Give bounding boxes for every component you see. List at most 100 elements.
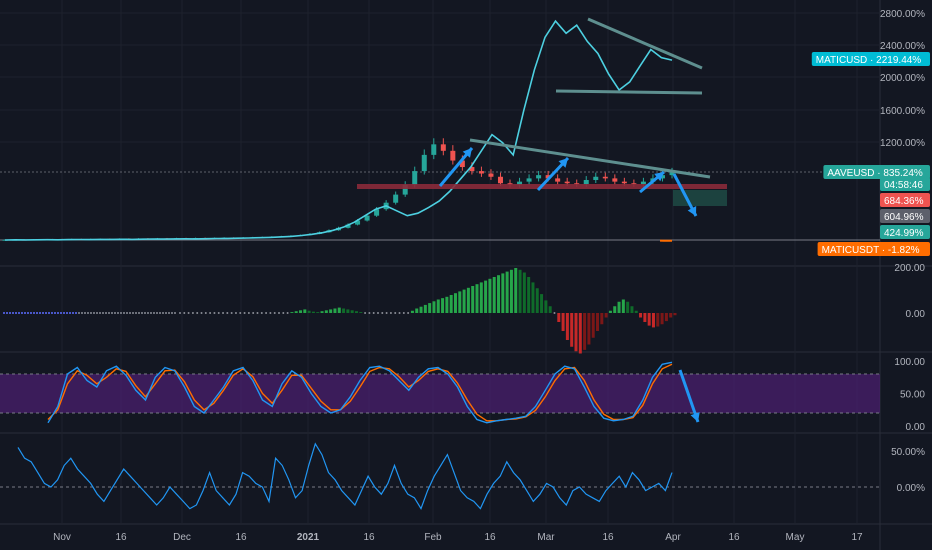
hist-bar — [561, 313, 565, 331]
candle-body — [659, 175, 665, 179]
legend-badge — [823, 165, 930, 179]
hist-dot — [138, 312, 140, 314]
hist-dot — [99, 312, 101, 314]
hist-bar — [354, 311, 358, 313]
candle-body — [497, 176, 503, 184]
candle-body — [545, 175, 551, 179]
legend-badge — [880, 209, 930, 223]
candle-body — [631, 183, 637, 185]
hist-dot — [156, 312, 158, 314]
hist-dot — [168, 312, 170, 314]
arrow-down-1-head — [687, 206, 697, 216]
hist-bar — [660, 313, 664, 325]
hist-dot — [117, 312, 119, 314]
candle-body — [374, 209, 380, 216]
candle-body — [669, 172, 675, 176]
hist-dot — [42, 312, 44, 314]
hist-dot — [394, 312, 397, 314]
hist-dot — [200, 312, 203, 314]
stoch-band — [0, 374, 880, 413]
x-tick-label: May — [786, 532, 805, 543]
hist-dot — [196, 312, 199, 314]
legend-badge-text: 424.99% — [884, 228, 924, 239]
hist-dot — [226, 312, 229, 314]
hist-bar — [320, 311, 324, 313]
hist-dot — [45, 312, 47, 314]
hist-dot — [87, 312, 89, 314]
hist-bar — [501, 273, 505, 313]
y-tick-label: 1200.00% — [880, 138, 925, 149]
y-tick-label: 2000.00% — [880, 73, 925, 84]
hist-dot — [57, 312, 59, 314]
hist-dot — [381, 312, 384, 314]
candle-body — [612, 178, 618, 182]
stoch-k-line — [47, 361, 673, 424]
hist-bar — [639, 313, 643, 318]
hist-dot — [368, 312, 371, 314]
hist-dot — [21, 312, 23, 314]
hist-dot — [286, 312, 289, 314]
y-tick-label: 50.00 — [900, 390, 925, 401]
y-tick-label: 0.00 — [906, 309, 926, 320]
arrow-up-1-head — [462, 148, 472, 158]
hist-bar — [445, 296, 449, 313]
hist-dot — [402, 312, 405, 314]
hist-bar — [518, 269, 522, 313]
hist-dot — [96, 312, 98, 314]
hist-dot — [66, 312, 68, 314]
hist-dot — [126, 312, 128, 314]
hist-dot — [90, 312, 92, 314]
candle-body — [459, 160, 465, 168]
support-trendline — [555, 89, 703, 95]
hist-bar — [608, 310, 612, 313]
hist-bar — [329, 309, 333, 313]
hist-bar — [630, 306, 634, 313]
hist-dot — [12, 312, 14, 314]
hist-dot — [39, 312, 41, 314]
hist-bar — [419, 306, 423, 313]
hist-bar — [570, 313, 574, 347]
legend-badge — [811, 52, 930, 66]
y-tick-label: 1600.00% — [880, 106, 925, 117]
hist-bar — [596, 313, 600, 331]
candle-body — [478, 171, 484, 174]
hist-bar — [664, 313, 668, 322]
hist-bar — [604, 313, 608, 318]
candle-body — [526, 178, 532, 182]
y-tick-label: 100.00 — [894, 357, 925, 368]
hist-bar — [432, 301, 436, 313]
hist-dot — [102, 312, 104, 314]
x-tick-label: 16 — [484, 532, 496, 543]
arrow-down-2-head — [690, 412, 700, 422]
y-tick-label: 2400.00% — [880, 41, 925, 52]
hist-bar — [346, 309, 350, 313]
hist-dot — [389, 312, 392, 314]
hist-bar — [613, 306, 617, 313]
hist-dot — [27, 312, 29, 314]
hist-bar — [497, 275, 501, 313]
hist-bar — [449, 295, 453, 313]
hist-bar — [475, 284, 479, 313]
arrow-up-2-head — [558, 158, 568, 168]
candle-body — [431, 144, 437, 155]
y-tick-label: 0.00 — [906, 422, 926, 433]
hist-bar — [479, 282, 483, 313]
hist-dot — [84, 312, 86, 314]
candle-body — [593, 176, 599, 181]
legend-badge-text: AAVEUSD · 835.24% — [827, 168, 923, 179]
hist-dot — [69, 312, 71, 314]
candle-body — [555, 178, 561, 182]
hist-dot — [105, 312, 107, 314]
hist-dot — [123, 312, 125, 314]
hist-bar — [441, 298, 445, 313]
hist-bar — [531, 282, 535, 313]
hist-dot — [120, 312, 122, 314]
hist-dot — [407, 312, 410, 314]
candle-body — [583, 180, 589, 185]
hist-bar — [557, 313, 561, 322]
hist-dot — [144, 312, 146, 314]
hist-dot — [3, 312, 5, 314]
hist-bar — [621, 299, 625, 313]
hist-bar — [527, 277, 531, 313]
candle-body — [2, 239, 8, 241]
